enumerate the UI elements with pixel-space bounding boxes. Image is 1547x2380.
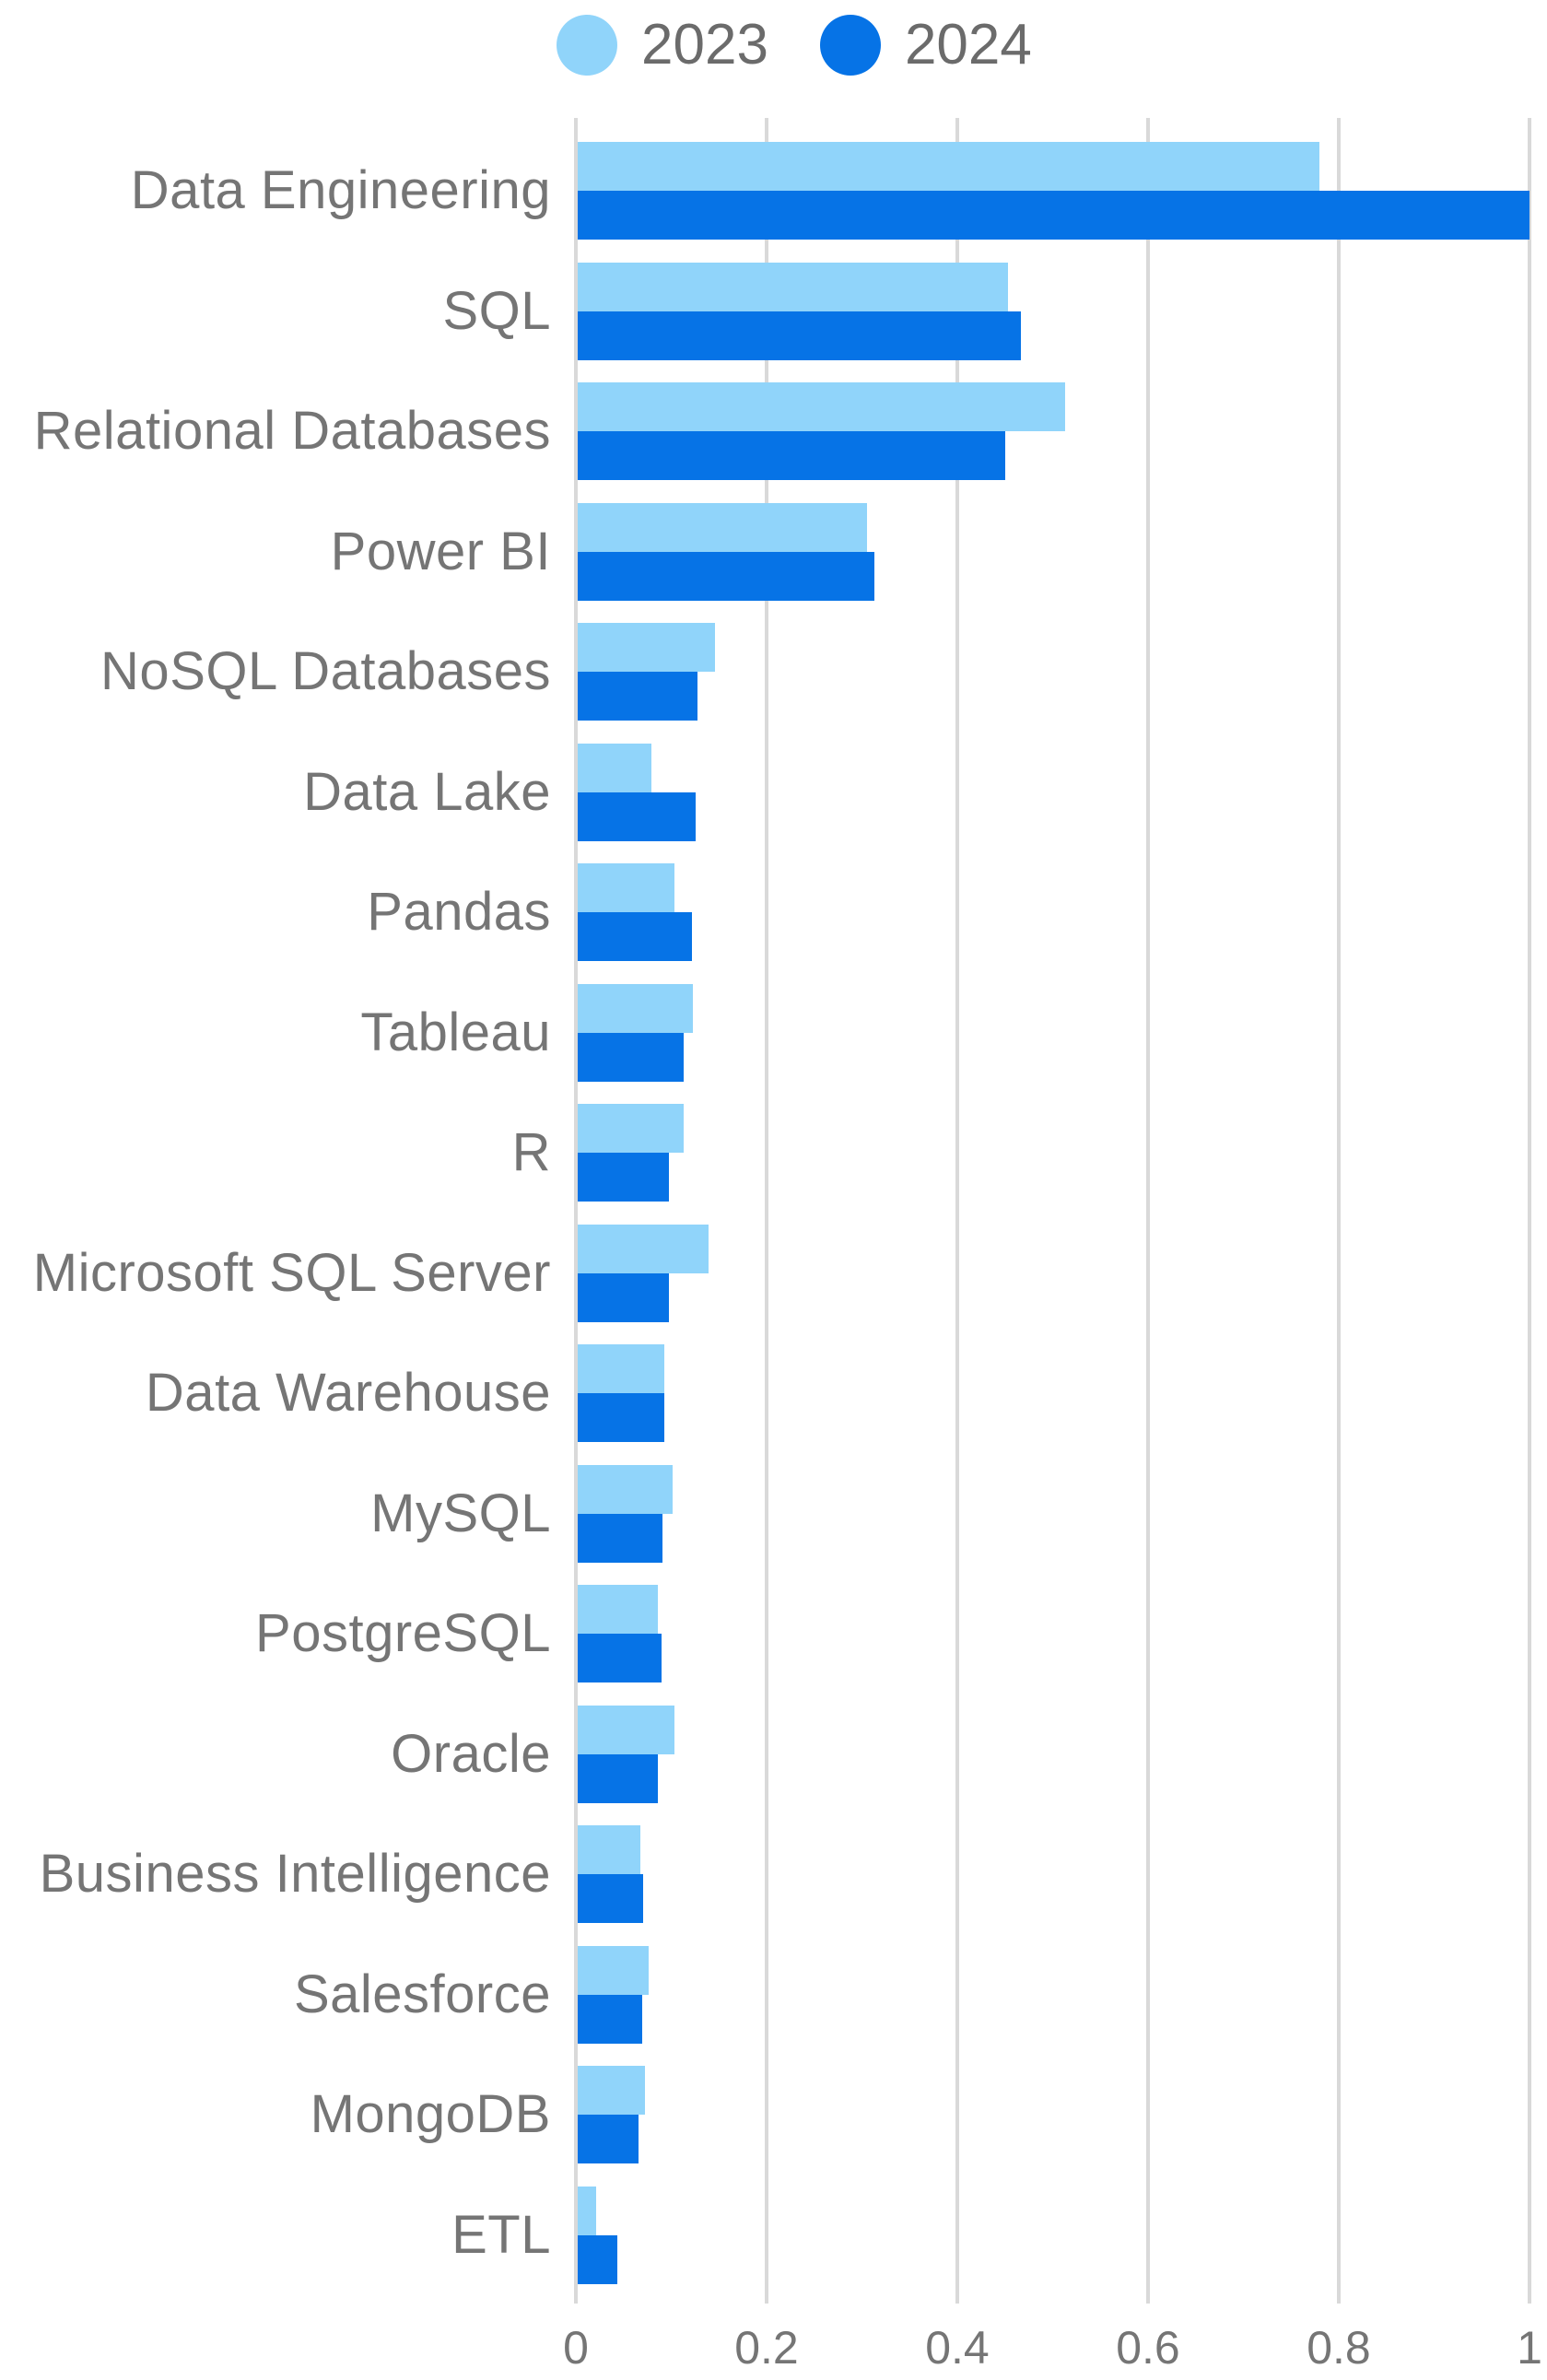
bar-2024-tableau: [578, 1032, 684, 1082]
bar-2024-relational-databases: [578, 431, 1005, 480]
bar-2023-mysql: [578, 1464, 673, 1514]
bar-2023-postgresql: [578, 1585, 658, 1634]
bar-2023-data-engineering: [578, 142, 1320, 191]
gridline-x-1: [1528, 118, 1531, 2304]
bar-2024-nosql-databases: [578, 672, 698, 721]
gridline-x-0.2: [765, 118, 768, 2304]
bar-2023-pandas: [578, 863, 674, 912]
bar-2023-mongodb: [578, 2066, 645, 2115]
bar-2024-salesforce: [578, 1994, 643, 2044]
category-label-nosql-databases: NoSQL Databases: [100, 641, 551, 701]
bar-2023-oracle: [578, 1705, 674, 1754]
category-label-salesforce: Salesforce: [293, 1964, 551, 2024]
category-label-power-bi: Power BI: [330, 521, 551, 581]
bar-2023-tableau: [578, 983, 694, 1033]
bar-2023-sql: [578, 262, 1008, 311]
category-label-oracle: Oracle: [391, 1723, 551, 1784]
category-label-r: R: [511, 1122, 551, 1182]
bar-2023-salesforce: [578, 1945, 649, 1995]
bar-2024-microsoft-sql-server: [578, 1272, 670, 1322]
category-label-etl: ETL: [451, 2204, 551, 2265]
bar-2023-data-warehouse: [578, 1344, 665, 1393]
bar-2023-business-intelligence: [578, 1825, 641, 1874]
bar-2024-power-bi: [578, 551, 874, 601]
legend-item-2024[interactable]: 2024: [819, 13, 1032, 76]
category-label-sql: SQL: [442, 280, 551, 341]
bar-2024-data-lake: [578, 791, 697, 841]
category-label-postgresql: PostgreSQL: [255, 1603, 551, 1663]
bar-2024-business-intelligence: [578, 1874, 644, 1923]
category-label-data-lake: Data Lake: [303, 761, 551, 822]
legend-dot-2023-icon: [557, 15, 617, 76]
category-label-mysql: MySQL: [370, 1483, 551, 1543]
bar-2023-relational-databases: [578, 382, 1065, 431]
bar-2024-etl: [578, 2234, 617, 2284]
legend-label-2023: 2023: [641, 13, 768, 76]
bar-2024-mongodb: [578, 2115, 639, 2163]
category-label-data-warehouse: Data Warehouse: [145, 1363, 551, 1423]
legend: 2023 2024: [557, 15, 1032, 76]
gridline-x-0.4: [955, 118, 959, 2304]
legend-dot-2024-icon: [819, 15, 881, 76]
bar-2024-data-warehouse: [578, 1393, 665, 1442]
x-tick-label-0.6: 0.6: [1116, 2322, 1180, 2374]
bar-2024-postgresql: [578, 1634, 662, 1682]
x-tick-label-0: 0: [563, 2322, 589, 2374]
bar-2024-data-engineering: [578, 191, 1529, 240]
bar-2023-power-bi: [578, 502, 867, 552]
gridline-x-0.6: [1146, 118, 1150, 2304]
x-tick-label-0.4: 0.4: [925, 2322, 990, 2374]
bar-2023-nosql-databases: [578, 623, 716, 672]
category-label-relational-databases: Relational Databases: [33, 401, 551, 461]
category-label-microsoft-sql-server: Microsoft SQL Server: [32, 1242, 551, 1303]
gridline-x-0: [574, 118, 578, 2304]
category-label-tableau: Tableau: [360, 1002, 551, 1062]
bar-2024-mysql: [578, 1513, 663, 1563]
bar-2023-microsoft-sql-server: [578, 1224, 709, 1273]
bar-2024-oracle: [578, 1753, 658, 1803]
x-tick-label-0.2: 0.2: [734, 2322, 799, 2374]
bar-2023-r: [578, 1104, 684, 1153]
bar-2024-sql: [578, 311, 1022, 360]
category-label-data-engineering: Data Engineering: [130, 160, 551, 220]
x-tick-label-1: 1: [1517, 2322, 1542, 2374]
category-label-business-intelligence: Business Intelligence: [39, 1844, 551, 1904]
bar-2024-pandas: [578, 912, 693, 961]
legend-item-2023[interactable]: 2023: [557, 15, 768, 76]
bar-2023-data-lake: [578, 743, 651, 792]
category-label-mongodb: MongoDB: [310, 2084, 551, 2144]
bar-2023-etl: [578, 2186, 596, 2235]
gridline-x-0.8: [1337, 118, 1341, 2304]
bar-2024-r: [578, 1153, 670, 1202]
x-tick-label-0.8: 0.8: [1307, 2322, 1371, 2374]
category-label-pandas: Pandas: [367, 882, 551, 942]
legend-label-2024: 2024: [904, 13, 1032, 76]
